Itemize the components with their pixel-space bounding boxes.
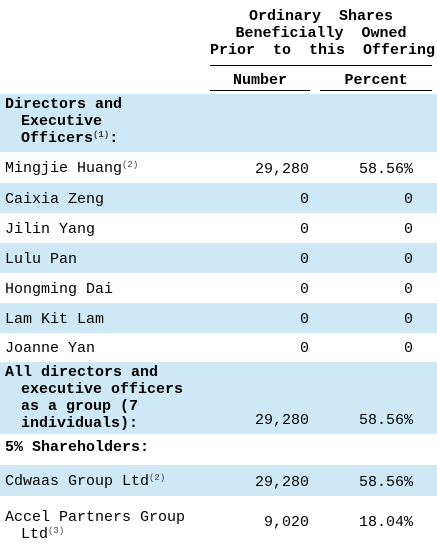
percent-cell: 0 <box>403 340 413 357</box>
percent-cell: 0 <box>403 191 413 208</box>
footnote-ref: (2) <box>122 160 139 170</box>
footnote-ref: (3) <box>48 525 65 536</box>
column-header: Ordinary Shares Beneficially Owned Prior… <box>210 8 436 59</box>
percent-cell: 0 <box>403 281 413 298</box>
number-cell: 29,280 <box>254 474 309 491</box>
label-text: Lulu Pan <box>5 250 78 268</box>
number-cell: 0 <box>299 191 309 208</box>
number-cell: 0 <box>299 311 309 328</box>
percent-cell: 0 <box>403 221 413 238</box>
row-label: Cdwaas Group Ltd(2) <box>5 473 206 490</box>
footnote-ref: (2) <box>149 473 166 483</box>
label-text: Jilin Yang <box>5 220 96 238</box>
row-label: Joanne Yan <box>5 340 206 357</box>
number-cell: 9,020 <box>263 514 309 531</box>
table-row: Directors and Executive Officers(1): <box>0 94 437 152</box>
label-text: Caixia Zeng <box>5 190 105 208</box>
row-label: 5% Shareholders: <box>5 439 206 456</box>
number-cell: 0 <box>299 221 309 238</box>
subheader: Percent <box>320 72 432 91</box>
row-label: Mingjie Huang(2) <box>5 160 206 177</box>
rule <box>210 65 432 66</box>
row-label: All directors and executive officers as … <box>5 364 206 432</box>
label-text: All directors and executive officers as … <box>5 364 184 432</box>
row-label: Accel Partners Group Ltd(3) <box>5 509 206 543</box>
percent-cell: 0 <box>403 251 413 268</box>
label-text: Directors and Executive Officers <box>5 96 123 147</box>
label-text: 5% Shareholders: <box>5 439 150 456</box>
number-cell: 29,280 <box>254 161 309 178</box>
number-cell: 0 <box>299 251 309 268</box>
table-row: All directors and executive officers as … <box>0 362 437 434</box>
table-row: Cdwaas Group Ltd(2) 29,280 58.56% <box>0 465 437 496</box>
label-text: Mingjie Huang <box>5 160 123 177</box>
label-tail: : <box>109 130 119 147</box>
table-row: Jilin Yang 0 0 <box>0 213 437 243</box>
row-label: Lam Kit Lam <box>5 311 206 328</box>
header-line: Beneficially Owned <box>235 25 407 42</box>
table-row: Joanne Yan 0 0 <box>0 333 437 362</box>
percent-cell: 0 <box>403 311 413 328</box>
row-label: Lulu Pan <box>5 251 206 268</box>
percent-cell: 58.56% <box>358 474 413 491</box>
label-text: Hongming Dai <box>5 280 114 298</box>
row-label: Directors and Executive Officers(1): <box>5 96 206 147</box>
number-cell: 0 <box>299 281 309 298</box>
percent-cell: 58.56% <box>358 161 413 178</box>
percent-cell: 18.04% <box>358 514 413 531</box>
table-row: Lulu Pan 0 0 <box>0 243 437 273</box>
label-text: Cdwaas Group Ltd <box>5 473 150 490</box>
row-label: Jilin Yang <box>5 221 206 238</box>
table-row: Mingjie Huang(2) 29,280 58.56% <box>0 152 437 183</box>
header-line: Prior to this Offering <box>210 42 436 59</box>
label-text: Lam Kit Lam <box>5 310 105 328</box>
row-label: Caixia Zeng <box>5 191 206 208</box>
label-text: Joanne Yan <box>5 340 96 357</box>
header-line: Ordinary Shares <box>248 8 394 25</box>
table-row: Lam Kit Lam 0 0 <box>0 303 437 333</box>
percent-cell: 58.56% <box>358 412 413 429</box>
label-text: Accel Partners Group Ltd <box>5 508 186 543</box>
subheader: Number <box>210 72 310 91</box>
footnote-ref: (1) <box>93 130 110 140</box>
table-row: Accel Partners Group Ltd(3) 9,020 18.04% <box>0 496 437 543</box>
number-cell: 0 <box>299 340 309 357</box>
table-row: Caixia Zeng 0 0 <box>0 183 437 213</box>
table-row: 5% Shareholders: <box>0 437 437 464</box>
row-label: Hongming Dai <box>5 281 206 298</box>
table-row: Hongming Dai 0 0 <box>0 273 437 303</box>
number-cell: 29,280 <box>254 412 309 429</box>
